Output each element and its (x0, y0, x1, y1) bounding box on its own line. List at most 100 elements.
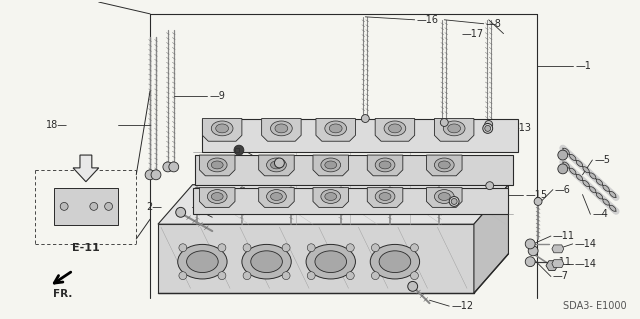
Circle shape (282, 244, 290, 252)
Ellipse shape (570, 168, 576, 174)
Polygon shape (259, 155, 294, 176)
Ellipse shape (609, 191, 616, 197)
Ellipse shape (267, 189, 286, 204)
Bar (235, 148, 239, 152)
Ellipse shape (435, 189, 454, 204)
Circle shape (179, 272, 187, 279)
Ellipse shape (435, 158, 454, 172)
Polygon shape (367, 188, 403, 207)
Ellipse shape (329, 124, 342, 133)
Circle shape (484, 121, 493, 129)
Ellipse shape (609, 205, 616, 211)
Circle shape (483, 123, 493, 133)
Polygon shape (313, 155, 349, 176)
Ellipse shape (596, 179, 603, 185)
Ellipse shape (438, 193, 450, 200)
Polygon shape (546, 261, 558, 271)
Circle shape (105, 203, 113, 210)
Ellipse shape (211, 121, 233, 136)
Circle shape (282, 272, 290, 279)
Ellipse shape (271, 121, 292, 136)
Polygon shape (367, 155, 403, 176)
Circle shape (525, 239, 535, 249)
Circle shape (346, 244, 355, 252)
Polygon shape (259, 188, 294, 207)
Ellipse shape (242, 244, 291, 279)
Circle shape (275, 158, 284, 168)
Polygon shape (195, 155, 513, 185)
Circle shape (218, 244, 226, 252)
Ellipse shape (596, 193, 603, 199)
Polygon shape (313, 188, 349, 207)
Ellipse shape (211, 161, 223, 169)
Circle shape (558, 164, 568, 174)
Text: —7: —7 (553, 271, 569, 281)
Circle shape (145, 170, 155, 180)
Circle shape (151, 170, 161, 180)
Text: E-11: E-11 (72, 243, 100, 253)
Text: —12: —12 (451, 301, 474, 311)
Ellipse shape (321, 189, 340, 204)
Ellipse shape (375, 158, 395, 172)
Ellipse shape (370, 244, 420, 279)
Ellipse shape (603, 185, 609, 191)
Polygon shape (262, 119, 301, 141)
Circle shape (371, 244, 380, 252)
Ellipse shape (563, 148, 570, 154)
Polygon shape (552, 260, 564, 268)
Ellipse shape (576, 174, 582, 181)
Text: —11: —11 (553, 231, 575, 241)
Text: 10—: 10— (212, 163, 234, 173)
Ellipse shape (379, 161, 391, 169)
Bar (54, 188, 118, 225)
Circle shape (484, 125, 491, 131)
Ellipse shape (583, 181, 589, 187)
Circle shape (362, 115, 369, 122)
Text: —15: —15 (525, 189, 547, 200)
Ellipse shape (306, 244, 355, 279)
Circle shape (307, 244, 315, 252)
Text: —1: —1 (575, 61, 591, 71)
Text: —6: —6 (555, 185, 571, 195)
Circle shape (486, 182, 493, 189)
Text: —11: —11 (550, 257, 572, 267)
Circle shape (534, 197, 542, 205)
Polygon shape (552, 245, 564, 253)
Polygon shape (202, 119, 518, 152)
Ellipse shape (267, 158, 286, 172)
Ellipse shape (325, 121, 346, 136)
Ellipse shape (563, 162, 570, 168)
Text: —13: —13 (476, 206, 498, 216)
Text: —14: —14 (575, 259, 596, 269)
Ellipse shape (187, 251, 218, 272)
Circle shape (179, 244, 187, 252)
Circle shape (528, 246, 538, 256)
Circle shape (90, 203, 98, 210)
Ellipse shape (375, 189, 395, 204)
Polygon shape (193, 188, 508, 214)
Ellipse shape (379, 193, 391, 200)
Polygon shape (200, 155, 235, 176)
Ellipse shape (589, 173, 596, 179)
Ellipse shape (583, 167, 589, 173)
Text: —13: —13 (509, 123, 531, 133)
Text: 18—: 18— (47, 121, 68, 130)
Ellipse shape (438, 161, 450, 169)
Polygon shape (316, 119, 355, 141)
Polygon shape (202, 119, 242, 141)
Text: FR.: FR. (54, 289, 73, 299)
Ellipse shape (315, 251, 346, 272)
Circle shape (243, 244, 251, 252)
Circle shape (234, 145, 244, 155)
Ellipse shape (211, 193, 223, 200)
Polygon shape (158, 224, 474, 293)
Text: —3: —3 (318, 163, 334, 173)
Circle shape (558, 150, 568, 160)
Polygon shape (426, 155, 462, 176)
Ellipse shape (207, 189, 227, 204)
Text: —14: —14 (575, 239, 596, 249)
Circle shape (163, 162, 173, 172)
Text: 2—: 2— (146, 202, 162, 212)
Text: SDA3- E1000: SDA3- E1000 (563, 301, 627, 311)
Circle shape (410, 272, 419, 279)
